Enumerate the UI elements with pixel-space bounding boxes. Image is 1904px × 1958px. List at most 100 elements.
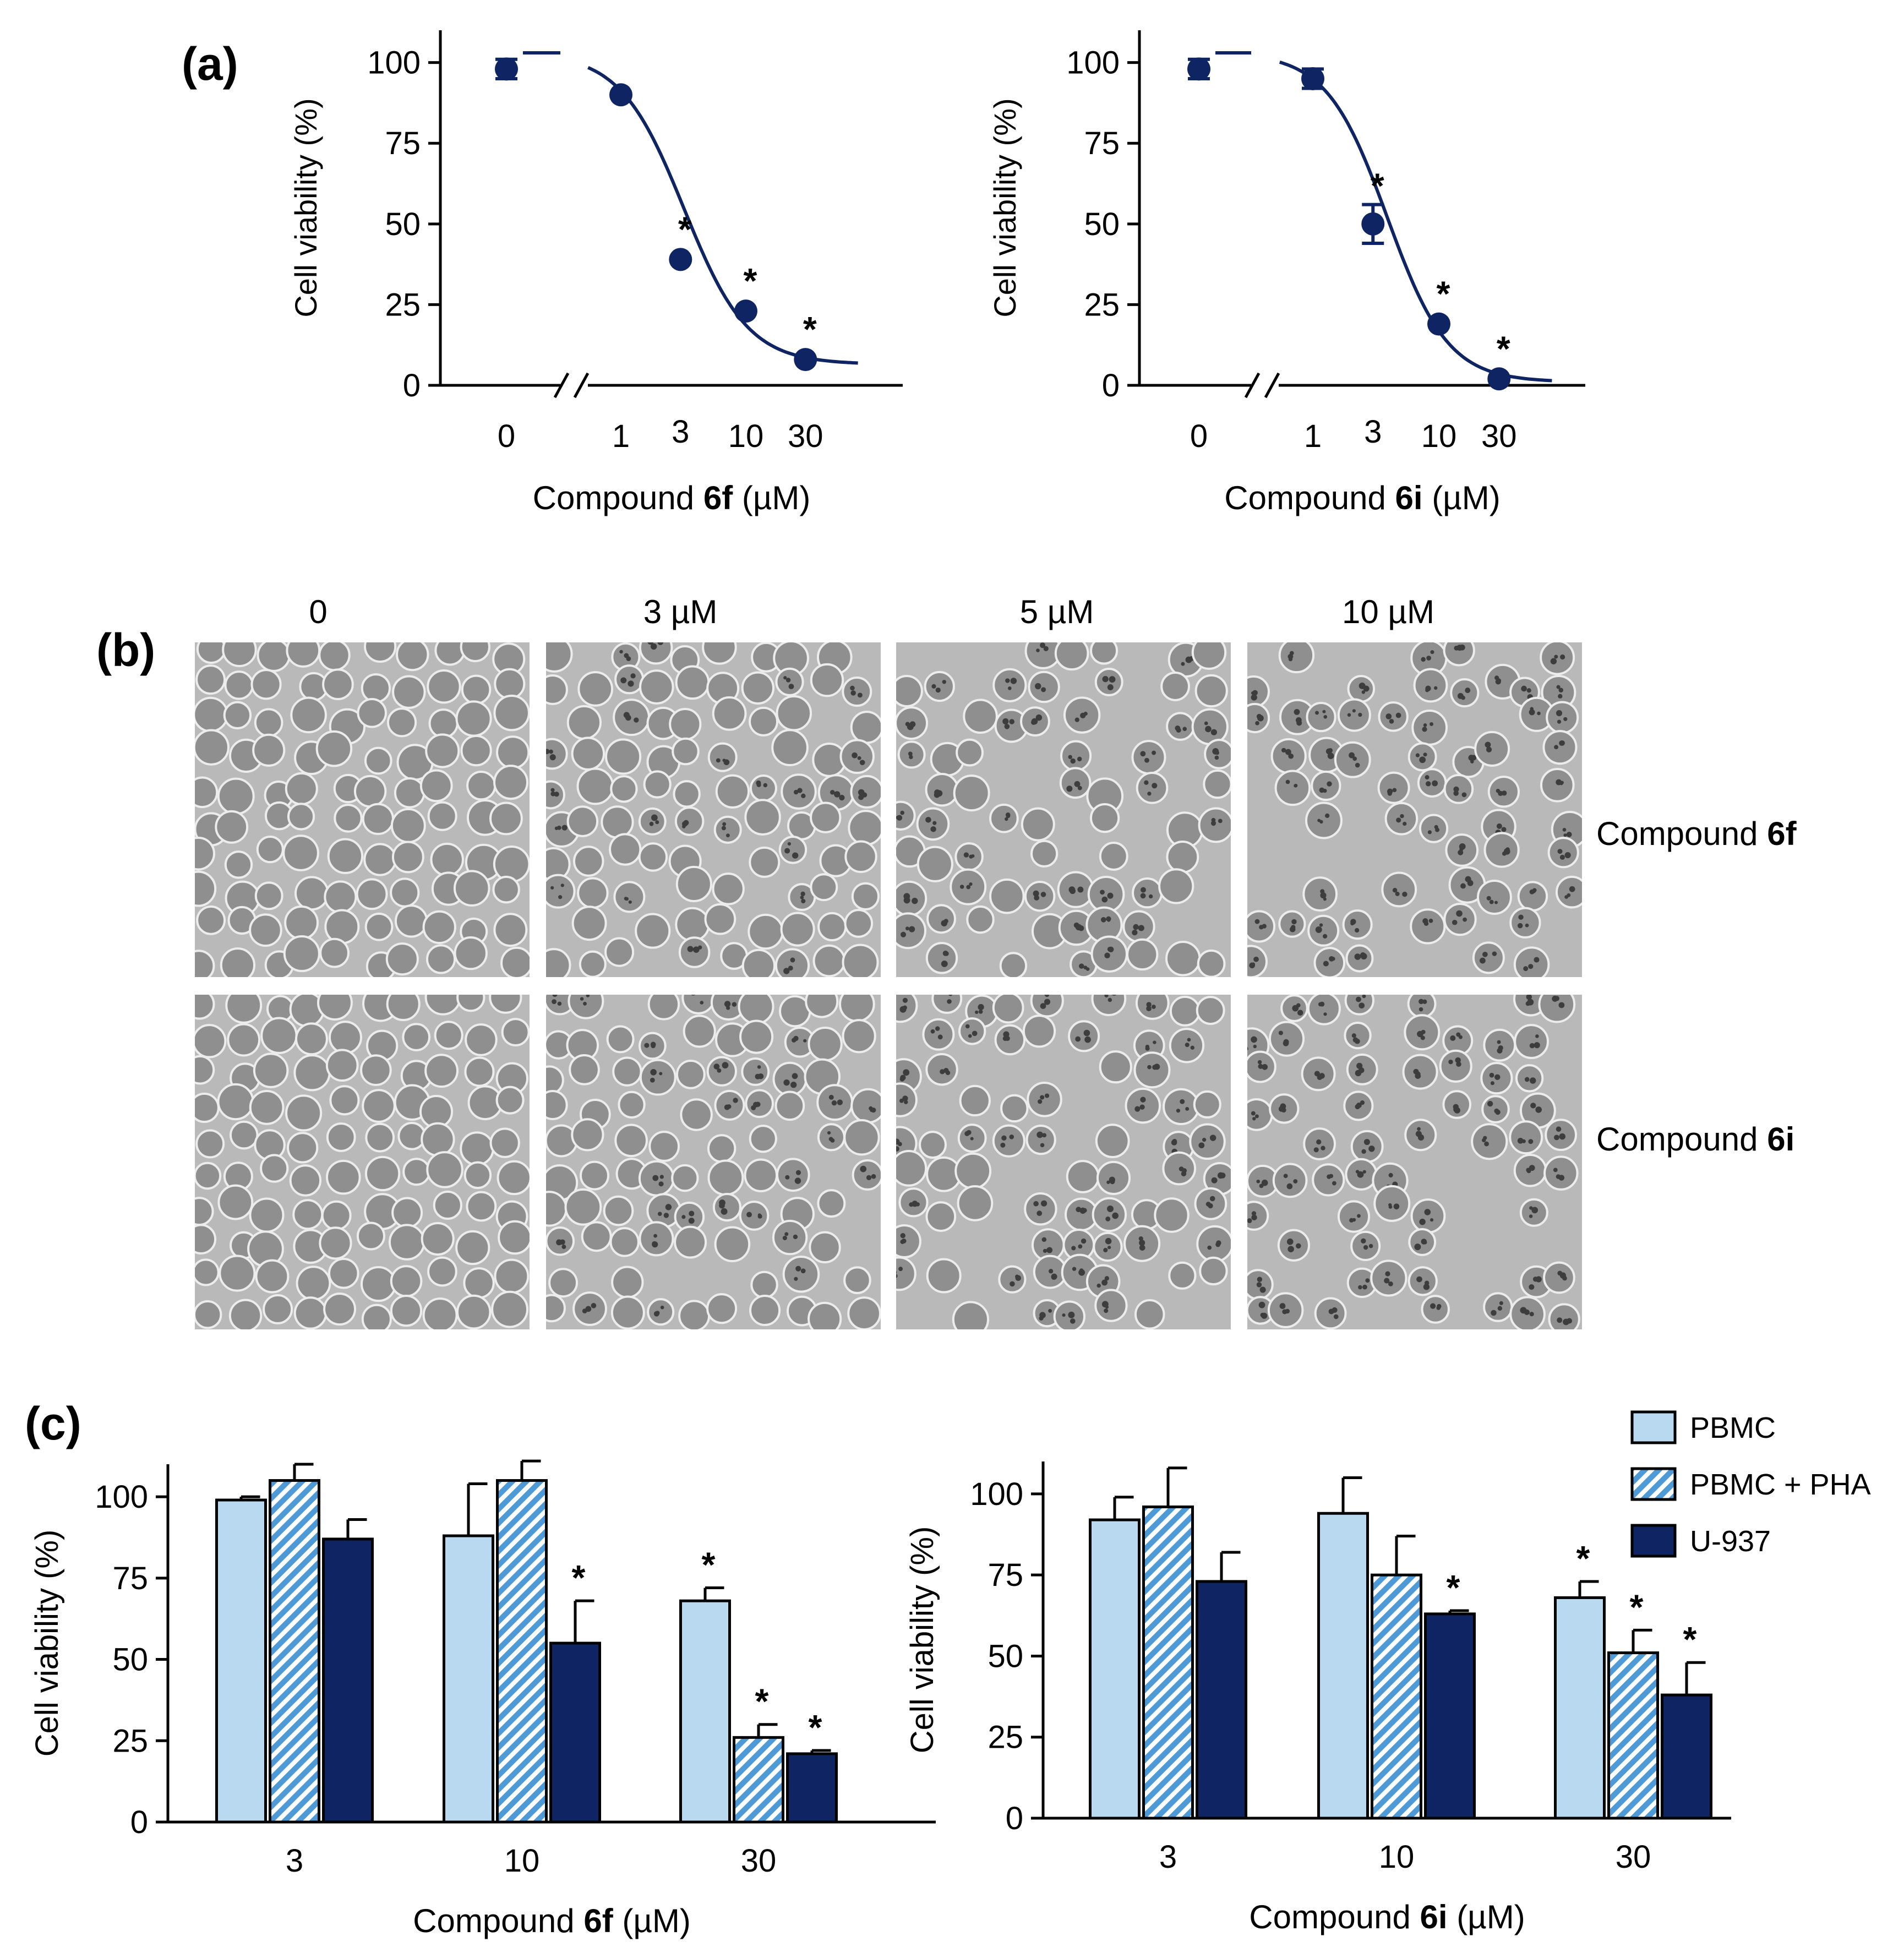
cell-granule	[717, 1068, 722, 1073]
cell	[1350, 1130, 1384, 1163]
cell-granule	[1482, 951, 1488, 957]
cell	[545, 1090, 568, 1120]
cell	[1384, 801, 1419, 836]
cell	[497, 1160, 531, 1196]
cell-granule	[1358, 712, 1362, 717]
cell-granule	[1422, 999, 1427, 1004]
panel-label-c: (c)	[25, 1398, 81, 1449]
cell	[433, 1190, 462, 1220]
cell-granule	[1357, 1171, 1364, 1178]
cell	[1169, 995, 1201, 1027]
cell	[1166, 712, 1195, 741]
cell	[1028, 670, 1060, 703]
cell	[294, 876, 329, 911]
cell	[217, 1083, 254, 1121]
cell-granule	[658, 1181, 664, 1187]
cell-granule	[1247, 1218, 1252, 1223]
cell-granule	[1395, 712, 1401, 718]
cell	[852, 1159, 882, 1191]
cell	[1411, 709, 1448, 746]
cell-granule	[1010, 678, 1017, 684]
cell-granule	[1559, 854, 1565, 860]
dose-response-chart-6f: 0 25 50 75 100 0 1 3 10 30 Cell viability (%) Compo…	[288, 30, 903, 516]
cell-granule	[1505, 847, 1510, 852]
cell-granule	[902, 1095, 908, 1101]
cell	[453, 870, 490, 907]
cell-granule	[1259, 1183, 1264, 1188]
cell-granule	[1494, 1074, 1501, 1080]
cell-granule	[1315, 926, 1322, 933]
cell	[1274, 770, 1311, 806]
cell	[229, 1120, 259, 1150]
cell-granule	[1329, 1174, 1334, 1179]
cell-granule	[1559, 1133, 1565, 1140]
cell-granule	[1287, 653, 1294, 659]
cell	[292, 1199, 324, 1230]
cell	[427, 1256, 457, 1287]
cell-granule	[1253, 956, 1259, 962]
cell-granule	[1103, 1247, 1108, 1253]
cell-granule	[1033, 890, 1039, 897]
cell-granule	[1283, 1040, 1289, 1046]
bar	[1371, 1573, 1422, 1820]
cell	[322, 668, 354, 701]
cell-granule	[1205, 1202, 1211, 1207]
cell-granule	[896, 815, 900, 820]
cell	[285, 772, 318, 805]
y-axis-label: Cell viability (%)	[29, 1530, 65, 1757]
cell	[1515, 1064, 1544, 1093]
cell-granule	[909, 721, 916, 728]
cell-granule	[1006, 814, 1011, 819]
cell	[465, 1023, 498, 1056]
cell	[501, 1018, 530, 1047]
micrograph-tile	[544, 992, 883, 1332]
cell-granule	[1456, 1032, 1461, 1037]
cell-granule	[1319, 923, 1323, 927]
cell-granule	[582, 1308, 587, 1313]
cell	[572, 846, 604, 877]
cell-granule	[1257, 1277, 1263, 1282]
cell-granule	[1554, 996, 1559, 1001]
cell	[325, 1049, 359, 1082]
cell-granule	[1251, 1211, 1257, 1216]
cell-granule	[1081, 1238, 1087, 1244]
cell	[194, 950, 215, 978]
cell	[613, 881, 646, 913]
cell	[390, 877, 420, 908]
cell-granule	[1040, 1003, 1046, 1009]
data-point	[794, 348, 817, 372]
cell-granule	[1140, 887, 1146, 893]
cell	[492, 875, 520, 904]
cell-granule	[1433, 686, 1438, 690]
cell	[680, 1098, 713, 1131]
cell	[1158, 868, 1194, 904]
cell-granule	[1210, 729, 1217, 735]
cell	[569, 1054, 600, 1086]
cell-granule	[1415, 753, 1420, 757]
cell	[326, 1122, 356, 1152]
cell	[673, 780, 701, 808]
cell	[998, 1265, 1027, 1294]
cell-granule	[1044, 999, 1051, 1005]
legend-swatch	[1630, 1524, 1677, 1558]
concentration-label-10um: 10 µM	[1342, 593, 1434, 630]
cell-granule	[899, 1006, 907, 1013]
cell	[364, 1155, 401, 1192]
cell	[424, 1054, 459, 1088]
cell	[396, 641, 429, 672]
significance-marker: *	[702, 1545, 716, 1585]
y-tick-label: 0	[1006, 1801, 1023, 1836]
cell-granule	[1139, 1240, 1145, 1246]
cell	[672, 737, 700, 766]
cell-granule	[1278, 1030, 1283, 1035]
cell	[614, 1123, 648, 1158]
cell	[1193, 1090, 1221, 1119]
cell-granule	[1428, 918, 1433, 923]
cell	[639, 1221, 674, 1257]
cell	[390, 1294, 423, 1327]
cell-granule	[644, 1043, 650, 1048]
significance-marker: *	[1371, 166, 1384, 206]
cell	[545, 780, 565, 810]
cell-granule	[1556, 710, 1563, 717]
cell-granule	[1293, 1179, 1298, 1184]
